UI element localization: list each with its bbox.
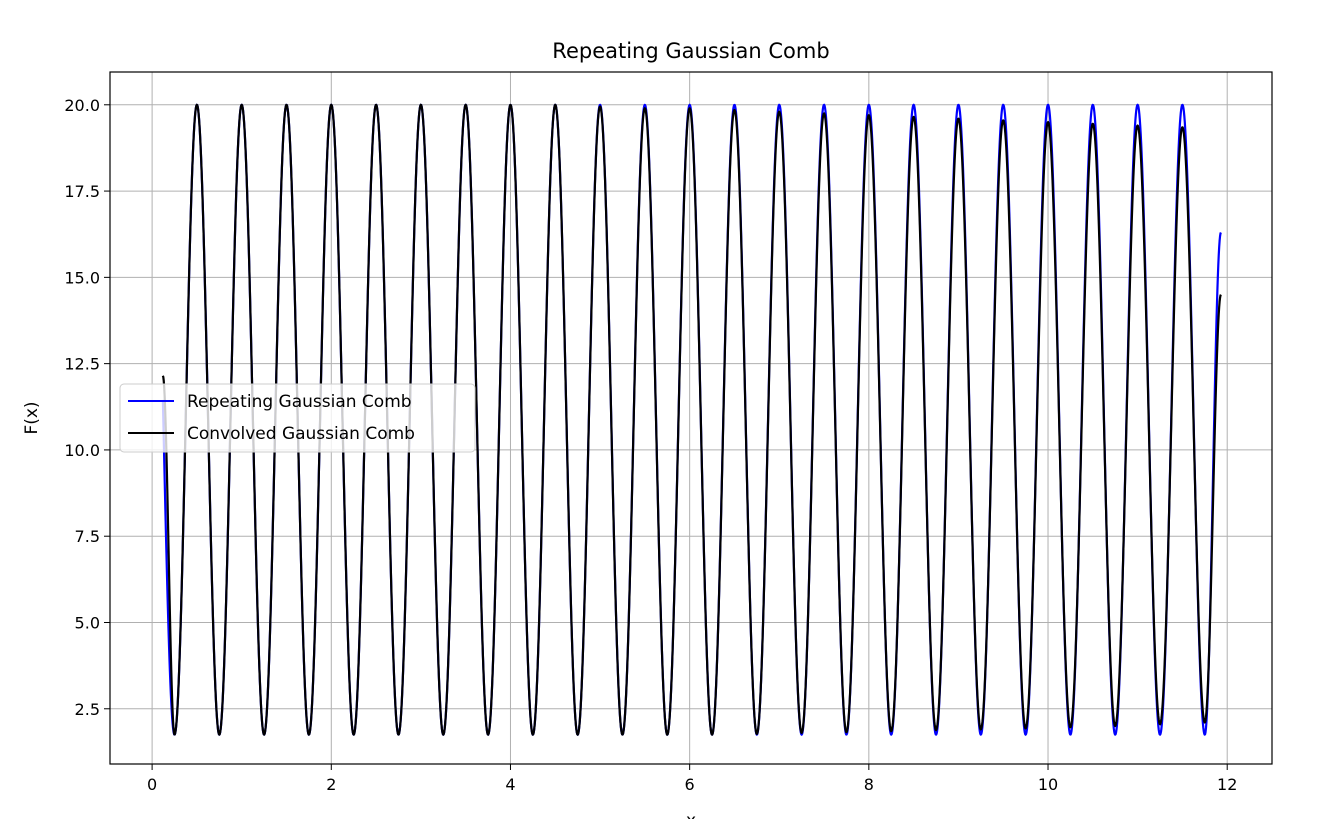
- legend: Repeating Gaussian Comb Convolved Gaussi…: [119, 383, 476, 453]
- x-tick-label: 4: [505, 775, 515, 794]
- x-axis-label: x: [686, 811, 696, 819]
- x-tick-label: 0: [147, 775, 157, 794]
- y-tick-label: 5.0: [75, 613, 100, 632]
- y-tick-label: 15.0: [64, 268, 100, 287]
- x-tick-label: 10: [1038, 775, 1058, 794]
- y-tick-label: 7.5: [75, 527, 100, 546]
- y-tick-label: 20.0: [64, 96, 100, 115]
- series-layer: [161, 103, 1222, 736]
- grid: [110, 72, 1272, 764]
- series-line-convolved: [161, 103, 1222, 736]
- y-axis-label: F(x): [22, 401, 42, 434]
- legend-label-repeating: Repeating Gaussian Comb: [187, 392, 412, 412]
- chart-title: Repeating Gaussian Comb: [552, 39, 829, 63]
- x-tick-label: 2: [326, 775, 336, 794]
- x-axis-ticks: 0 2 4 6 8 10 12: [147, 764, 1237, 794]
- plot-frame: [109, 71, 1273, 765]
- x-tick-label: 8: [864, 775, 874, 794]
- y-axis-ticks: 2.5 5.0 7.5 10.0 12.5 15.0 17.5 20.0: [64, 96, 110, 719]
- legend-box: [119, 383, 476, 453]
- y-tick-label: 10.0: [64, 441, 100, 460]
- x-tick-label: 6: [685, 775, 695, 794]
- y-tick-label: 12.5: [64, 355, 100, 374]
- legend-label-convolved: Convolved Gaussian Comb: [187, 424, 415, 444]
- y-tick-label: 17.5: [64, 182, 100, 201]
- y-tick-label: 2.5: [75, 700, 100, 719]
- x-tick-label: 12: [1217, 775, 1237, 794]
